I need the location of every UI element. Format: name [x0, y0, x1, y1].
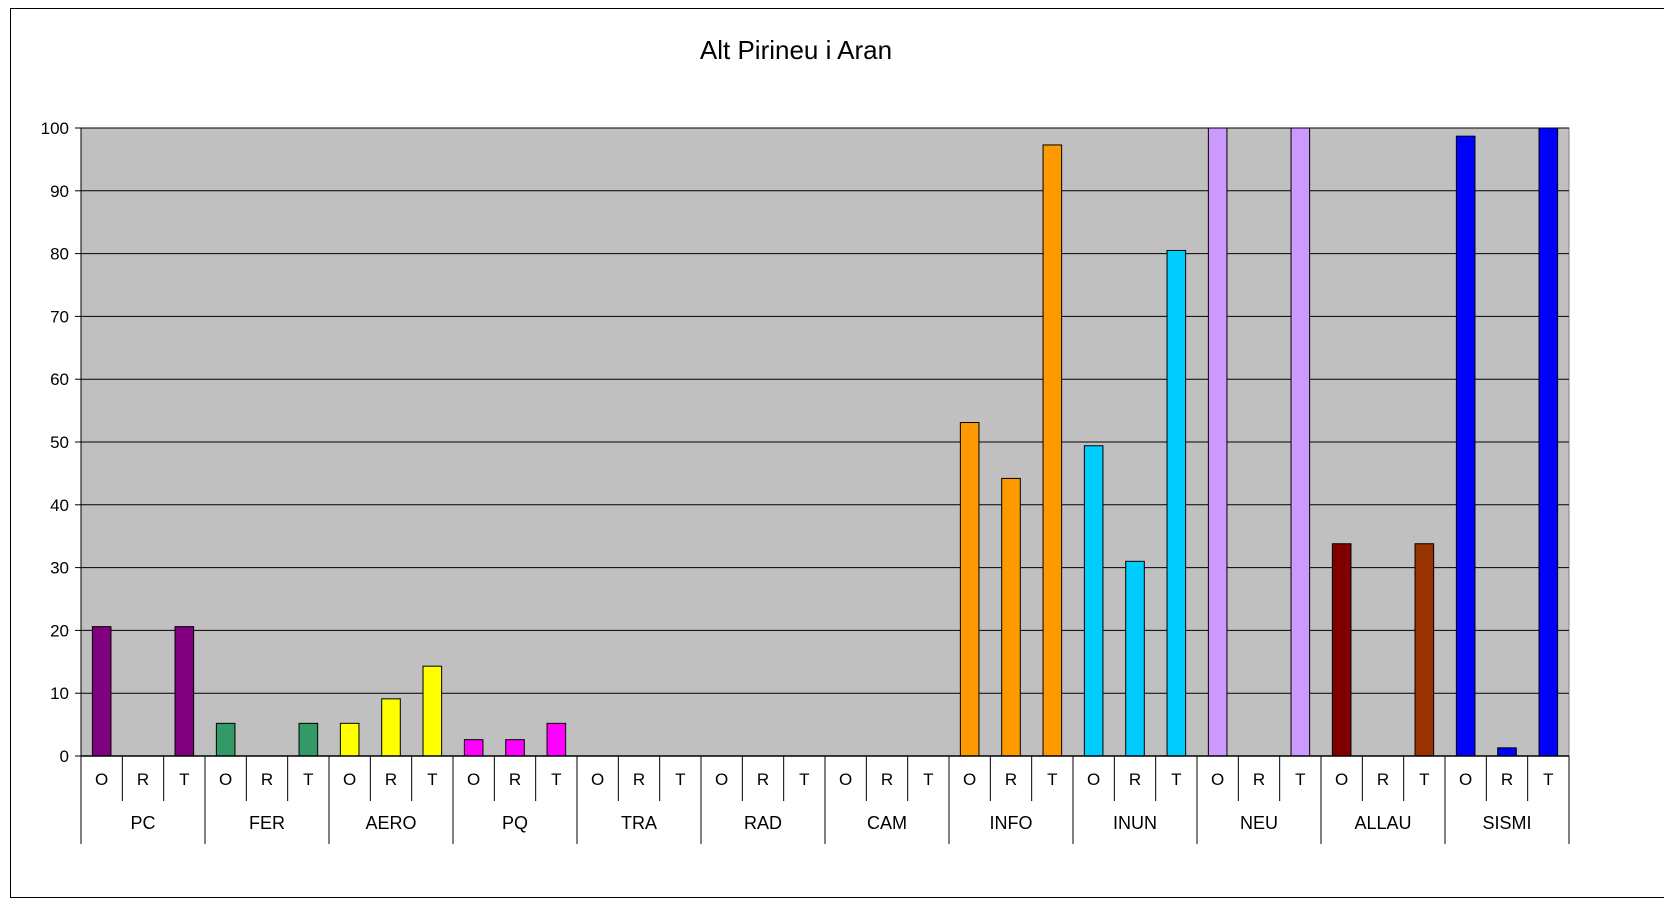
x-subcategory-label: T	[799, 770, 809, 789]
y-tick-label: 0	[60, 747, 69, 766]
x-subcategory-label: O	[1087, 770, 1100, 789]
bar-allau-o	[1331, 543, 1352, 757]
x-subcategory-label: T	[303, 770, 313, 789]
y-tick-label: 40	[50, 496, 69, 515]
x-subcategory-label: R	[757, 770, 769, 789]
x-category-label: ALLAU	[1354, 813, 1411, 833]
bar-chart: Alt Pirineu i Aran 0 10 20 30 40 50 60 70 80 90 10…	[41, 35, 1570, 844]
x-subcategory-label: T	[1419, 770, 1429, 789]
y-tick-label: 50	[50, 433, 69, 452]
bar-fer-t	[298, 722, 319, 757]
x-category-label: CAM	[867, 813, 907, 833]
x-category-label: TRA	[621, 813, 657, 833]
y-tick-label: 100	[41, 119, 69, 138]
x-subcategory-label: R	[385, 770, 397, 789]
x-subcategory-label: R	[261, 770, 273, 789]
bar-inun-t	[1166, 249, 1187, 757]
bar-pc-t	[174, 626, 195, 757]
x-category-label: FER	[249, 813, 285, 833]
y-tick-label: 10	[50, 684, 69, 703]
y-tick-label: 80	[50, 245, 69, 264]
bar-info-t	[1042, 144, 1063, 757]
x-subcategory-label: R	[1501, 770, 1513, 789]
bar-neu-o	[1207, 127, 1228, 757]
x-subcategory-label: T	[923, 770, 933, 789]
x-subcategory-label: R	[1377, 770, 1389, 789]
y-tick-label: 70	[50, 307, 69, 326]
y-tick-label: 30	[50, 559, 69, 578]
y-tick-label: 20	[50, 621, 69, 640]
x-subcategory-label: O	[95, 770, 108, 789]
bar-info-r	[1001, 477, 1021, 757]
x-category-label: PC	[130, 813, 155, 833]
x-subcategory-label: T	[1543, 770, 1553, 789]
bar-sismi-r	[1497, 747, 1517, 757]
x-category-label: PQ	[502, 813, 528, 833]
x-subcategory-label: R	[881, 770, 893, 789]
x-subcategory-label: T	[675, 770, 685, 789]
x-subcategory-label: T	[551, 770, 561, 789]
x-category-label: AERO	[365, 813, 416, 833]
x-subcategory-label: R	[1253, 770, 1265, 789]
x-subcategory-label: O	[1335, 770, 1348, 789]
x-subcategory-label: R	[633, 770, 645, 789]
bar-sismi-t	[1538, 127, 1559, 757]
bar-inun-o	[1083, 445, 1104, 757]
chart-frame: Alt Pirineu i Aran 0 10 20 30 40 50 60 70 80 90 10…	[10, 8, 1664, 898]
bar-fer-o	[215, 722, 236, 757]
bar-aero-r	[381, 698, 401, 757]
x-subcategory-label: R	[1129, 770, 1141, 789]
x-subcategory-label: T	[1295, 770, 1305, 789]
bar-pq-t	[546, 722, 567, 757]
x-subcategory-label: O	[1459, 770, 1472, 789]
bar-sismi-o	[1455, 135, 1476, 757]
bar-pq-o	[463, 739, 484, 757]
x-subcategory-label: O	[963, 770, 976, 789]
x-category-label: NEU	[1240, 813, 1278, 833]
bars	[91, 127, 1559, 757]
x-category-label: SISMI	[1482, 813, 1531, 833]
chart-title: Alt Pirineu i Aran	[700, 35, 892, 65]
bar-aero-o	[339, 722, 360, 757]
y-tick-label: 60	[50, 370, 69, 389]
x-subcategory-label: R	[1005, 770, 1017, 789]
x-subcategory-label: T	[179, 770, 189, 789]
bar-pc-o	[91, 626, 112, 757]
bar-inun-r	[1125, 560, 1145, 757]
x-subcategory-label: R	[509, 770, 521, 789]
bar-pq-r	[505, 739, 525, 757]
x-subcategory-label: O	[467, 770, 480, 789]
x-subcategory-label: O	[839, 770, 852, 789]
x-category-label: INUN	[1113, 813, 1157, 833]
bar-info-o	[959, 422, 980, 757]
x-subcategory-label: T	[1047, 770, 1057, 789]
bar-allau-t	[1414, 543, 1435, 757]
bar-aero-t	[422, 665, 443, 757]
x-category-label: INFO	[990, 813, 1033, 833]
x-subcategory-label: T	[1171, 770, 1181, 789]
y-tick-label: 90	[50, 182, 69, 201]
bar-neu-t	[1290, 127, 1311, 757]
x-subcategory-label: O	[219, 770, 232, 789]
x-subcategory-label: R	[137, 770, 149, 789]
x-subcategory-label: O	[715, 770, 728, 789]
x-subcategory-label: O	[1211, 770, 1224, 789]
x-subcategory-label: O	[343, 770, 356, 789]
y-axis: 0 10 20 30 40 50 60 70 80 90 100	[41, 119, 82, 766]
x-category-label: RAD	[744, 813, 782, 833]
x-subcategory-label: T	[427, 770, 437, 789]
x-axis: O R T PC O R T FER O R T AERO O R T PQ O R T TRA O R T RAD O R T CA…	[80, 755, 1570, 844]
x-subcategory-label: O	[591, 770, 604, 789]
